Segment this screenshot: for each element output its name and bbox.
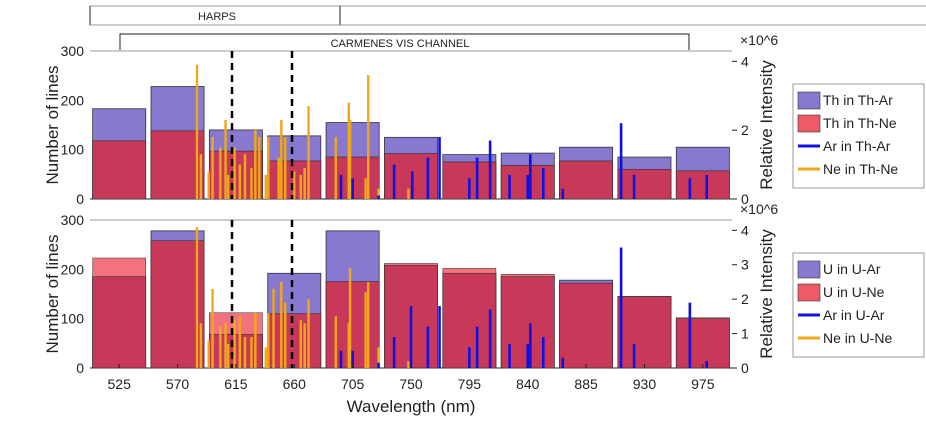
right-axis-multiplier: ×10^6 <box>740 32 778 48</box>
x-tick-975: 975 <box>691 376 715 392</box>
bar-overlap-615 <box>209 150 263 200</box>
neon-emission-lines <box>195 64 410 199</box>
legend-swatch-th-in-th-ne <box>797 114 821 133</box>
bar-overlap-930 <box>617 296 672 369</box>
x-tick-930: 930 <box>633 376 657 392</box>
right-y-tick-1: 1 <box>741 326 749 342</box>
bar-overlap-975 <box>675 318 730 369</box>
right-y-tick-2: 2 <box>741 122 749 138</box>
legend-swatch-u-in-u-ne <box>797 283 821 302</box>
legend-swatch-th-in-th-ar <box>797 91 821 110</box>
harps-label: HARPS <box>198 11 236 23</box>
x-tick-570: 570 <box>166 376 190 392</box>
x-tick-660: 660 <box>283 376 307 392</box>
left-y-ticks: 0 100 200 300 <box>61 212 85 376</box>
y-tick-0: 0 <box>76 191 84 207</box>
left-y-ticks: 0 100 200 300 <box>61 43 85 207</box>
y-tick-300: 300 <box>61 43 85 59</box>
legend: U in U-Ar U in U-Ne Ar in U-Ar Ne in U-Ne <box>792 252 925 358</box>
right-y-tick-0: 0 <box>741 360 749 376</box>
legend-label-th-in-th-ne: Th in Th-Ne <box>823 115 897 131</box>
bar-overlap-930 <box>617 169 672 200</box>
x-tick-795: 795 <box>458 376 482 392</box>
legend-label-ar-in-th-ar: Ar in Th-Ar <box>823 138 891 154</box>
right-y-tick-3: 3 <box>741 257 749 273</box>
x-tick-885: 885 <box>574 376 598 392</box>
left-y-axis-label: Number of lines <box>43 234 62 353</box>
x-tick-705: 705 <box>341 376 365 392</box>
x-ticks: 525 570 615 660 705 750 795 840 885 930 975 <box>108 364 715 392</box>
bar-overlap-570 <box>150 240 205 369</box>
y-tick-300: 300 <box>61 212 85 228</box>
bar-overlap-525 <box>92 140 147 200</box>
thorium-panel: 0 100 200 300 0 2 4 Number of lines Relative … <box>43 32 925 207</box>
bar-overlap-570 <box>150 130 205 200</box>
right-y-ticks: 0 1 2 3 4 <box>732 222 749 376</box>
carmenes-bracket <box>119 33 690 50</box>
bar-overlap-660 <box>267 313 322 369</box>
legend-label-ne-in-u-ne: Ne in U-Ne <box>823 330 892 346</box>
y-tick-100: 100 <box>61 142 85 158</box>
right-y-axis-label: Relative Intensity <box>757 60 776 190</box>
right-y-tick-4: 4 <box>741 222 749 238</box>
legend-label-ar-in-u-ar: Ar in U-Ar <box>823 307 885 323</box>
y-tick-200: 200 <box>61 261 85 277</box>
right-y-axis-label: Relative Intensity <box>757 229 776 359</box>
x-tick-525: 525 <box>108 376 132 392</box>
right-y-tick-4: 4 <box>741 53 749 69</box>
argon-emission-lines <box>339 123 709 199</box>
right-y-tick-0: 0 <box>741 191 749 207</box>
bar-overlap-885 <box>559 282 613 369</box>
left-y-axis-label: Number of lines <box>43 65 62 184</box>
right-axis-multiplier: ×10^6 <box>740 201 778 217</box>
uranium-panel: 0 100 200 300 0 1 2 3 4 525 570 615 660 705 750 795 84… <box>43 201 925 416</box>
y-tick-200: 200 <box>61 92 85 108</box>
x-tick-840: 840 <box>516 376 540 392</box>
x-tick-750: 750 <box>399 376 423 392</box>
x-tick-615: 615 <box>224 376 248 392</box>
instrument-bands: HARPS CARMENES VIS CHANNEL <box>89 5 926 50</box>
legend: Th in Th-Ar Th in Th-Ne Ar in Th-Ar Ne in T… <box>792 83 925 189</box>
legend-label-u-in-u-ne: U in U-Ne <box>823 284 885 300</box>
bar-overlap-975 <box>675 170 730 200</box>
bar-overlap-525 <box>92 276 147 369</box>
legend-label-th-in-th-ar: Th in Th-Ar <box>823 92 893 108</box>
x-axis-label: Wavelength (nm) <box>347 397 476 416</box>
legend-swatch-u-in-u-ar <box>797 260 821 279</box>
bar-overlap-615 <box>209 334 263 369</box>
y-tick-0: 0 <box>76 360 84 376</box>
bar-overlap-885 <box>559 160 613 200</box>
neon-emission-lines <box>195 226 410 368</box>
y-tick-100: 100 <box>61 311 85 327</box>
right-y-tick-2: 2 <box>741 291 749 307</box>
carmenes-label: CARMENES VIS CHANNEL <box>331 38 470 50</box>
legend-label-u-in-u-ar: U in U-Ar <box>823 261 881 277</box>
right-y-ticks: 0 2 4 <box>732 53 749 207</box>
legend-label-ne-in-th-ne: Ne in Th-Ne <box>823 161 898 177</box>
